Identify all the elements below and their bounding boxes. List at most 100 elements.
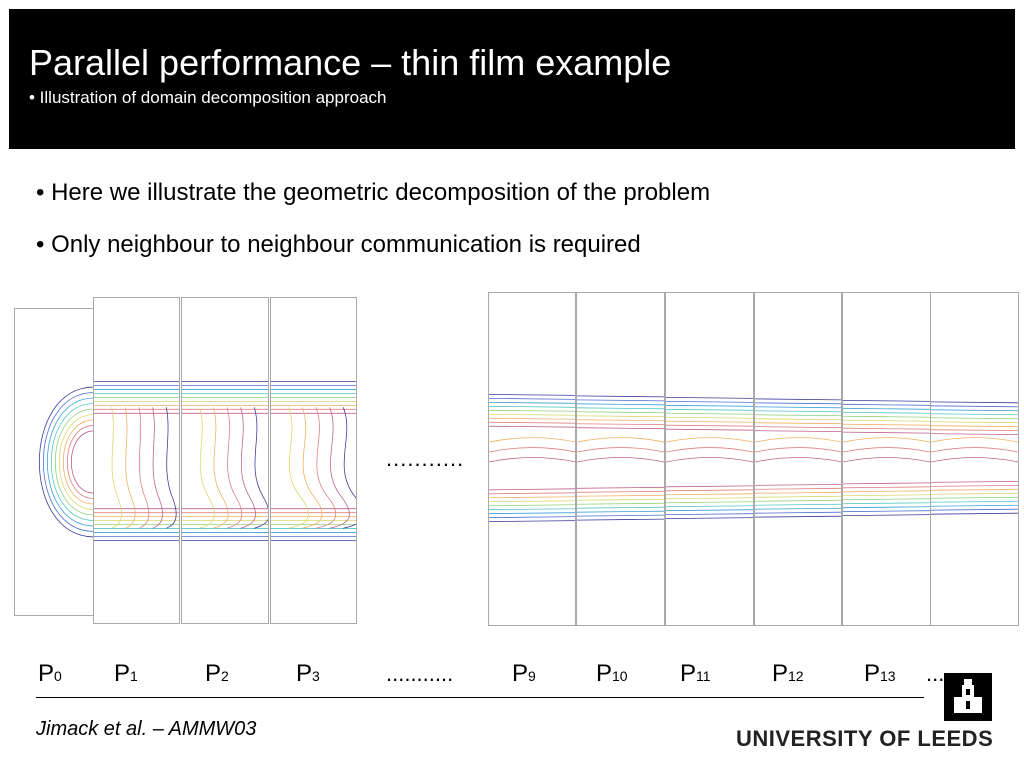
contour-line	[63, 419, 94, 505]
contour-line	[489, 437, 575, 443]
processor-label-p3: P3	[296, 660, 320, 687]
contour-line	[931, 504, 1018, 507]
contour-line	[666, 485, 753, 488]
contour-line	[666, 428, 753, 431]
contour-line	[666, 493, 753, 496]
subdomain-panel-p0	[14, 308, 94, 616]
contour-line	[843, 486, 930, 489]
contour-line	[843, 427, 930, 430]
contour-line	[931, 433, 1018, 436]
contour-plot	[489, 393, 575, 523]
contour-line	[55, 408, 94, 516]
contour-line	[755, 430, 841, 433]
contour-line	[755, 406, 841, 409]
contour-line	[577, 427, 664, 430]
contour-line	[253, 407, 268, 529]
contour-line	[843, 447, 930, 453]
contour-line	[577, 403, 664, 406]
footer-citation: Jimack et al. – AMMW03	[36, 718, 257, 740]
contour-line	[577, 437, 664, 443]
contour-line	[577, 457, 664, 463]
contour-line	[931, 457, 1018, 463]
contour-line	[489, 516, 575, 519]
slide-subtitle: • Illustration of domain decomposition a…	[29, 88, 387, 107]
contour-line	[755, 426, 841, 429]
contour-line	[70, 430, 94, 494]
contour-line	[755, 418, 841, 421]
contour-line	[931, 437, 1018, 443]
contour-line	[315, 407, 337, 529]
contour-line	[843, 482, 930, 485]
contour-line	[931, 512, 1018, 515]
subdomain-panel-p3	[270, 297, 357, 624]
subdomain-panel-trailing	[930, 292, 1019, 626]
contour-line	[843, 490, 930, 493]
contour-line	[843, 407, 930, 410]
contour-line	[577, 415, 664, 418]
contour-line	[489, 496, 575, 499]
contour-line	[489, 397, 575, 400]
processor-label-p0: P0	[38, 660, 62, 687]
contour-line	[577, 498, 664, 501]
contour-line	[843, 494, 930, 497]
contour-line	[577, 399, 664, 402]
contour-line	[489, 447, 575, 453]
contour-line	[755, 483, 841, 486]
subdomain-panel-p1	[93, 297, 180, 624]
subdomain-panel-p11	[665, 292, 754, 626]
contour-line	[931, 496, 1018, 499]
contour-line	[577, 395, 664, 398]
contour-line	[666, 509, 753, 512]
contour-line	[931, 488, 1018, 491]
contour-plot	[38, 386, 94, 538]
contour-line	[931, 429, 1018, 432]
contour-line	[577, 407, 664, 410]
contour-plot	[666, 396, 753, 520]
contour-plot	[94, 381, 179, 541]
contour-line	[666, 404, 753, 407]
subdomain-panel-p2	[181, 297, 269, 624]
contour-line	[931, 417, 1018, 420]
subdomain-panel-p13	[842, 292, 931, 626]
contour-line	[843, 502, 930, 505]
contour-line	[301, 407, 323, 529]
contour-line	[931, 413, 1018, 416]
contour-line	[843, 506, 930, 509]
contour-line	[46, 397, 94, 527]
contour-line	[755, 398, 841, 401]
processor-label-p12: P12	[772, 660, 804, 687]
processor-label-trailing: ...	[926, 661, 945, 686]
contour-line	[666, 447, 753, 453]
contour-plot	[755, 398, 841, 518]
contour-line	[931, 500, 1018, 503]
contour-line	[666, 420, 753, 423]
contour-line	[755, 515, 841, 518]
contour-line	[931, 425, 1018, 428]
contour-line	[755, 491, 841, 494]
contour-line	[666, 437, 753, 443]
contour-line	[38, 386, 94, 538]
contour-line	[931, 401, 1018, 404]
processor-label-p9: P9	[512, 660, 536, 687]
contour-line	[577, 419, 664, 422]
contour-line	[50, 403, 94, 521]
contour-line	[755, 511, 841, 514]
contour-line	[755, 437, 841, 443]
contour-line	[489, 405, 575, 408]
contour-line	[489, 488, 575, 491]
bullet-list: • Here we illustrate the geometric decom…	[36, 178, 710, 282]
contour-line	[666, 416, 753, 419]
contour-line	[666, 400, 753, 403]
contour-line	[931, 421, 1018, 424]
contour-line	[489, 512, 575, 515]
contour-line	[489, 500, 575, 503]
contour-line	[329, 407, 350, 529]
contour-line	[931, 405, 1018, 408]
contour-line	[165, 407, 177, 529]
contour-line	[489, 520, 575, 523]
contour-line	[666, 424, 753, 427]
contour-line	[666, 517, 753, 520]
contour-line	[124, 407, 136, 529]
processor-label-p1: P1	[114, 660, 138, 687]
contour-line	[489, 393, 575, 396]
